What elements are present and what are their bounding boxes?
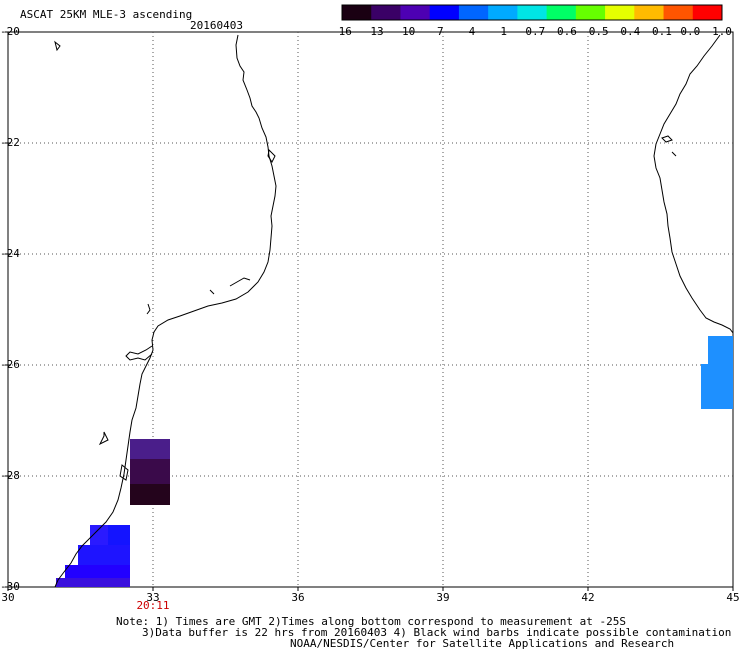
lon-tick-label: 36: [291, 591, 305, 604]
colorbar-segment: [546, 5, 577, 20]
lat-tick-label: -30: [0, 580, 20, 593]
map-title: ASCAT 25KM MLE-3 ascending: [20, 8, 193, 21]
note-line-1: Note: 1) Times are GMT 2)Times along bot…: [116, 615, 626, 628]
colorbar: [341, 4, 723, 21]
colorbar-label: 0.0: [680, 25, 701, 38]
coastline-detail: [54, 40, 276, 481]
lat-tick-label: -20: [0, 25, 20, 38]
colorbar-label: 1.0: [712, 25, 732, 38]
colorbar-label: -10: [395, 25, 416, 38]
colorbar-segment: [371, 5, 401, 20]
data-swath-right: [701, 336, 733, 409]
colorbar-segment: [517, 5, 548, 20]
colorbar-label: -4: [462, 25, 476, 38]
plot-frame: [7, 31, 734, 588]
colorbar-border: [341, 4, 723, 21]
colorbar-segment: [488, 5, 518, 20]
colorbar-label: -0.7: [518, 25, 546, 38]
colorbar-segment: [575, 5, 606, 20]
colorbar-segment: [605, 5, 635, 20]
lat-tick-label: -24: [0, 247, 20, 260]
colorbar-label: -1: [493, 25, 507, 38]
lon-tick-label: 39: [436, 591, 450, 604]
colorbar-label: -0.5: [582, 25, 609, 38]
colorbar-label: -13: [363, 25, 384, 38]
data-swath-left: [56, 439, 170, 587]
coastline-madagascar: [653, 34, 734, 334]
lat-tick-label: -26: [0, 358, 20, 371]
tick-marks: [5, 31, 734, 591]
lat-tick-label: -22: [0, 136, 20, 149]
lon-tick-label: 42: [581, 591, 595, 604]
grid-lines: [8, 32, 733, 587]
coastline-africa: [54, 34, 277, 588]
colorbar-label: -0.4: [613, 25, 641, 38]
time-label: 20:11: [136, 599, 170, 612]
colorbar-label: -0.6: [550, 25, 577, 38]
lon-tick-label: 30: [1, 591, 15, 604]
colorbar-label: -0.1: [645, 25, 672, 38]
colorbar-label: -16: [332, 25, 352, 38]
map-date: 20160403: [190, 19, 243, 32]
colorbar-label: -7: [430, 25, 444, 38]
colorbar-segment: [663, 5, 694, 20]
colorbar-segment: [342, 5, 372, 20]
colorbar-segment: [634, 5, 665, 20]
lon-tick-label: 45: [726, 591, 740, 604]
lat-tick-label: -28: [0, 469, 20, 482]
colorbar-segment: [692, 5, 723, 20]
colorbar-segment: [429, 5, 460, 20]
colorbar-segment: [458, 5, 489, 20]
note-line-2: 3)Data buffer is 22 hrs from 20160403 4)…: [142, 626, 732, 639]
colorbar-segment: [400, 5, 431, 20]
note-line-3: NOAA/NESDIS/Center for Satellite Applica…: [290, 637, 675, 650]
lon-tick-label: 33: [146, 591, 160, 604]
